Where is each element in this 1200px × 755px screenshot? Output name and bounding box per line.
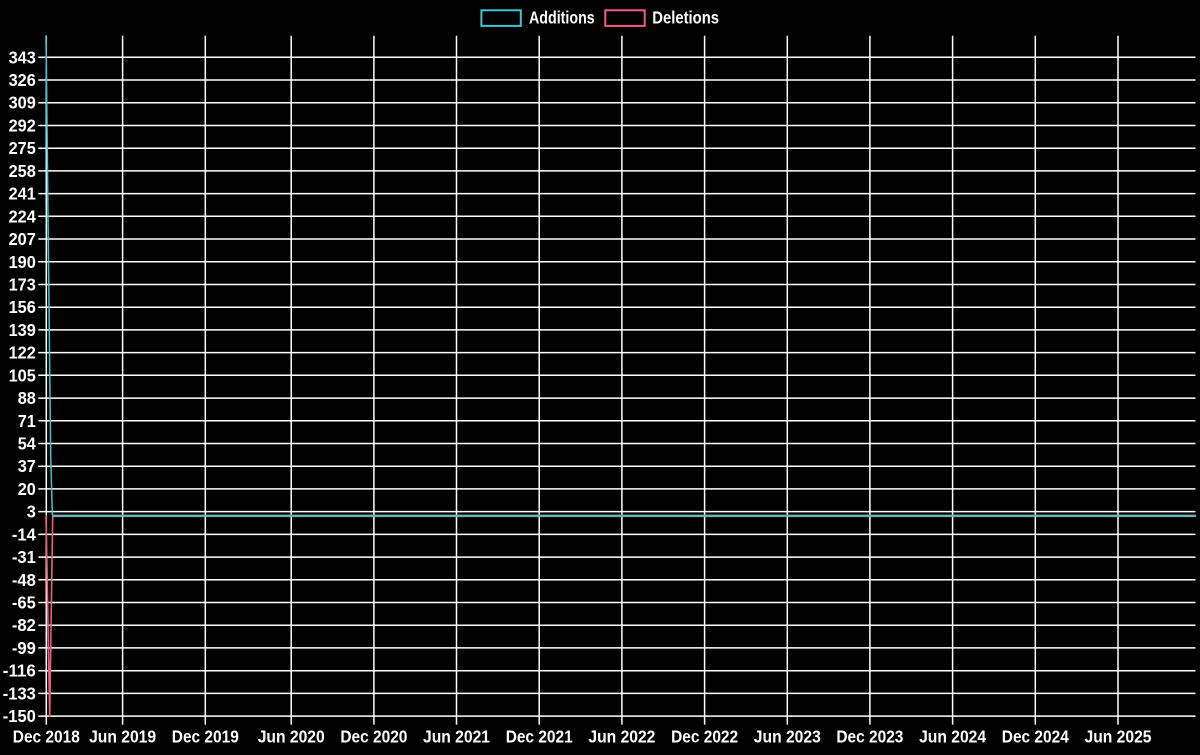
svg-text:241: 241 (9, 184, 36, 204)
svg-text:-133: -133 (3, 683, 36, 703)
svg-text:343: 343 (9, 47, 36, 67)
svg-text:37: 37 (18, 456, 36, 476)
svg-text:Jun 2023: Jun 2023 (754, 726, 821, 746)
svg-text:309: 309 (9, 93, 36, 113)
svg-text:258: 258 (9, 161, 36, 181)
svg-text:275: 275 (9, 138, 36, 158)
svg-text:Jun 2024: Jun 2024 (919, 726, 986, 746)
svg-text:20: 20 (18, 479, 36, 499)
svg-text:Jun 2022: Jun 2022 (588, 726, 655, 746)
svg-text:71: 71 (18, 411, 36, 431)
svg-text:-31: -31 (12, 547, 36, 567)
svg-text:54: 54 (18, 434, 36, 454)
svg-text:Dec 2024: Dec 2024 (1002, 726, 1069, 746)
svg-text:Additions: Additions (529, 8, 595, 28)
svg-text:-14: -14 (12, 524, 36, 544)
svg-text:Dec 2018: Dec 2018 (13, 726, 80, 746)
svg-text:-116: -116 (3, 661, 36, 681)
svg-text:-82: -82 (12, 615, 36, 635)
svg-text:Jun 2019: Jun 2019 (89, 726, 156, 746)
svg-text:207: 207 (9, 229, 36, 249)
svg-text:224: 224 (9, 206, 36, 226)
svg-text:3: 3 (27, 502, 36, 522)
svg-text:Deletions: Deletions (652, 8, 719, 28)
svg-text:Jun 2021: Jun 2021 (423, 726, 490, 746)
svg-text:Dec 2020: Dec 2020 (340, 726, 407, 746)
svg-text:Dec 2022: Dec 2022 (671, 726, 738, 746)
svg-text:-65: -65 (12, 593, 36, 613)
svg-text:-99: -99 (12, 638, 36, 658)
svg-text:Dec 2021: Dec 2021 (506, 726, 573, 746)
svg-text:Jun 2020: Jun 2020 (258, 726, 325, 746)
svg-text:190: 190 (9, 252, 36, 272)
svg-text:139: 139 (9, 320, 36, 340)
svg-text:-48: -48 (12, 570, 36, 590)
svg-text:105: 105 (9, 365, 36, 385)
svg-text:-150: -150 (3, 706, 36, 726)
svg-text:326: 326 (9, 70, 36, 90)
svg-text:88: 88 (18, 388, 36, 408)
svg-text:156: 156 (9, 297, 36, 317)
svg-text:292: 292 (9, 116, 36, 136)
svg-text:173: 173 (9, 275, 36, 295)
svg-text:Dec 2019: Dec 2019 (172, 726, 239, 746)
svg-text:122: 122 (9, 343, 36, 363)
svg-text:Dec 2023: Dec 2023 (836, 726, 903, 746)
svg-text:Jun 2025: Jun 2025 (1085, 726, 1152, 746)
